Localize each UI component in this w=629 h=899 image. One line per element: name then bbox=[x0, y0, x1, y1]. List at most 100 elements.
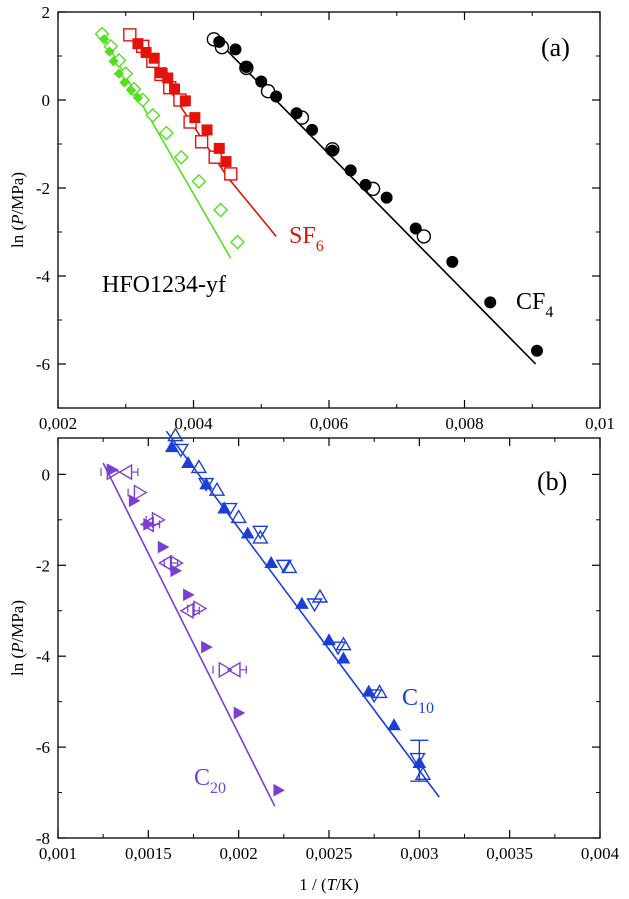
c10-filled-point bbox=[295, 596, 309, 609]
c10-open-down-point bbox=[252, 525, 269, 540]
y-tick-label: -8 bbox=[36, 829, 50, 848]
label-c10: C10 bbox=[402, 685, 434, 717]
c10-open-up-point bbox=[190, 459, 208, 474]
x-tick-label: 0,0035 bbox=[486, 844, 533, 863]
y-tick-label: -4 bbox=[36, 647, 51, 666]
label-c20: C20 bbox=[194, 765, 226, 797]
cf4-filled-point bbox=[409, 222, 422, 235]
c10-filled-point bbox=[336, 651, 351, 664]
c20-filled-point bbox=[273, 783, 285, 797]
c20-filled-point bbox=[107, 463, 119, 477]
c10-filled-point bbox=[164, 440, 179, 453]
c10-open-down-point bbox=[275, 559, 293, 574]
cf4-filled-point bbox=[446, 255, 459, 268]
c20-open-left-point bbox=[158, 554, 173, 572]
c20-open-left-point bbox=[118, 463, 133, 481]
panel-a-data bbox=[94, 26, 543, 365]
hfo1234-yf-filled-point bbox=[125, 85, 137, 96]
c10-filled-point bbox=[387, 718, 401, 731]
hfo1234-yf-filled-point bbox=[108, 56, 119, 67]
c20-open-right-point bbox=[151, 511, 166, 529]
sf6-filled-point bbox=[220, 156, 232, 168]
hfo1234-yf-fit-line bbox=[99, 31, 232, 259]
c10-open-up-point bbox=[311, 588, 329, 603]
hfo1234-yf-filled-point bbox=[104, 46, 115, 57]
hfo1234-yf-open-point bbox=[230, 234, 246, 250]
c10-filled-point bbox=[264, 555, 279, 568]
c10-filled-point bbox=[240, 526, 255, 539]
hfo1234-yf-filled-point bbox=[98, 34, 110, 45]
sf6-open-point bbox=[224, 167, 238, 181]
cf4-filled-point bbox=[380, 191, 393, 204]
cf4-filled-point bbox=[240, 61, 253, 73]
c20-filled-point bbox=[183, 588, 195, 602]
x-tick-label: 0,003 bbox=[400, 844, 438, 863]
sf6-filled-point bbox=[132, 38, 144, 50]
hfo1234-yf-open-point bbox=[191, 173, 207, 189]
cf4-filled-point bbox=[530, 344, 543, 357]
label-cf4: CF4 bbox=[516, 289, 553, 321]
label-hfo1234yf: HFO1234-yf bbox=[102, 272, 226, 298]
y-tick-label: -6 bbox=[36, 738, 50, 757]
cf4-filled-point bbox=[344, 164, 357, 177]
x-tick-label: 0,002 bbox=[220, 844, 258, 863]
y-tick-label: -4 bbox=[36, 267, 51, 286]
c10-filled-point bbox=[217, 501, 232, 514]
hfo1234-yf-filled-point bbox=[113, 68, 125, 79]
c20-filled-point bbox=[170, 564, 182, 578]
c10-open-up-point bbox=[230, 509, 247, 524]
c10-open-up-point bbox=[335, 636, 352, 651]
sf6-filled-point bbox=[189, 112, 201, 124]
panel-b-label: (b) bbox=[537, 467, 567, 496]
panel-b-xlabel: 1 / (T/K) bbox=[299, 875, 359, 894]
cf4-filled-point bbox=[229, 43, 242, 56]
x-tick-label: 0,01 bbox=[585, 414, 615, 433]
c20-open-right-point bbox=[218, 661, 233, 679]
c20-filled-point bbox=[128, 494, 141, 508]
c10-open-up-point bbox=[281, 559, 298, 574]
cf4-filled-point bbox=[255, 75, 268, 88]
c10-filled-point bbox=[361, 684, 376, 697]
c10-open-up-point bbox=[208, 481, 226, 496]
hfo1234-yf-open-point bbox=[145, 107, 161, 123]
cf4-open-point bbox=[416, 229, 432, 244]
cf4-filled-point bbox=[326, 144, 339, 157]
x-tick-label: 0,006 bbox=[310, 414, 348, 433]
sf6-filled-point bbox=[201, 124, 213, 136]
cf4-filled-point bbox=[306, 123, 319, 136]
sf6-filled-point bbox=[213, 142, 225, 154]
x-tick-label: 0,004 bbox=[581, 844, 620, 863]
cf4-filled-point bbox=[213, 35, 226, 48]
c10-filled-point bbox=[199, 477, 214, 490]
label-sf6: SF6 bbox=[289, 223, 324, 255]
sf6-filled-point bbox=[140, 46, 152, 58]
x-tick-label: 0,008 bbox=[445, 414, 483, 433]
x-tick-label: 0,0015 bbox=[125, 844, 172, 863]
cf4-filled-point bbox=[484, 296, 497, 309]
hfo1234-yf-filled-point bbox=[132, 92, 144, 104]
c10-filled-point bbox=[181, 455, 195, 468]
cf4-filled-point bbox=[359, 178, 372, 191]
c20-open-right-point bbox=[169, 554, 184, 572]
y-tick-label: -2 bbox=[36, 556, 50, 575]
cf4-filled-point bbox=[290, 107, 303, 120]
y-tick-label: 0 bbox=[42, 91, 51, 110]
c20-filled-point bbox=[143, 518, 155, 531]
y-tick-label: 0 bbox=[42, 465, 51, 484]
c20-filled-point bbox=[157, 540, 170, 554]
panel-b-axes: 0,001 0,0015 0,002 0,0025 0,003 0,0035 0,004 -8… bbox=[36, 438, 620, 863]
c10-open-up-point bbox=[371, 684, 388, 699]
sf6-filled-point bbox=[169, 83, 181, 95]
c10-filled-point bbox=[322, 633, 336, 646]
hfo1234-yf-open-point bbox=[173, 149, 189, 165]
panel-a-ylabel: ln (P/MPa) bbox=[8, 172, 27, 248]
panel-a-label: (a) bbox=[541, 33, 570, 62]
c20-open-right-point bbox=[193, 600, 208, 617]
panel-b-ylabel: ln (P/MPa) bbox=[8, 600, 27, 676]
y-tick-label: 2 bbox=[42, 3, 51, 22]
cf4-filled-point bbox=[270, 90, 283, 103]
c10-open-up-point bbox=[252, 529, 269, 544]
c20-open-right-point bbox=[133, 484, 148, 501]
y-tick-label: -6 bbox=[36, 355, 50, 374]
